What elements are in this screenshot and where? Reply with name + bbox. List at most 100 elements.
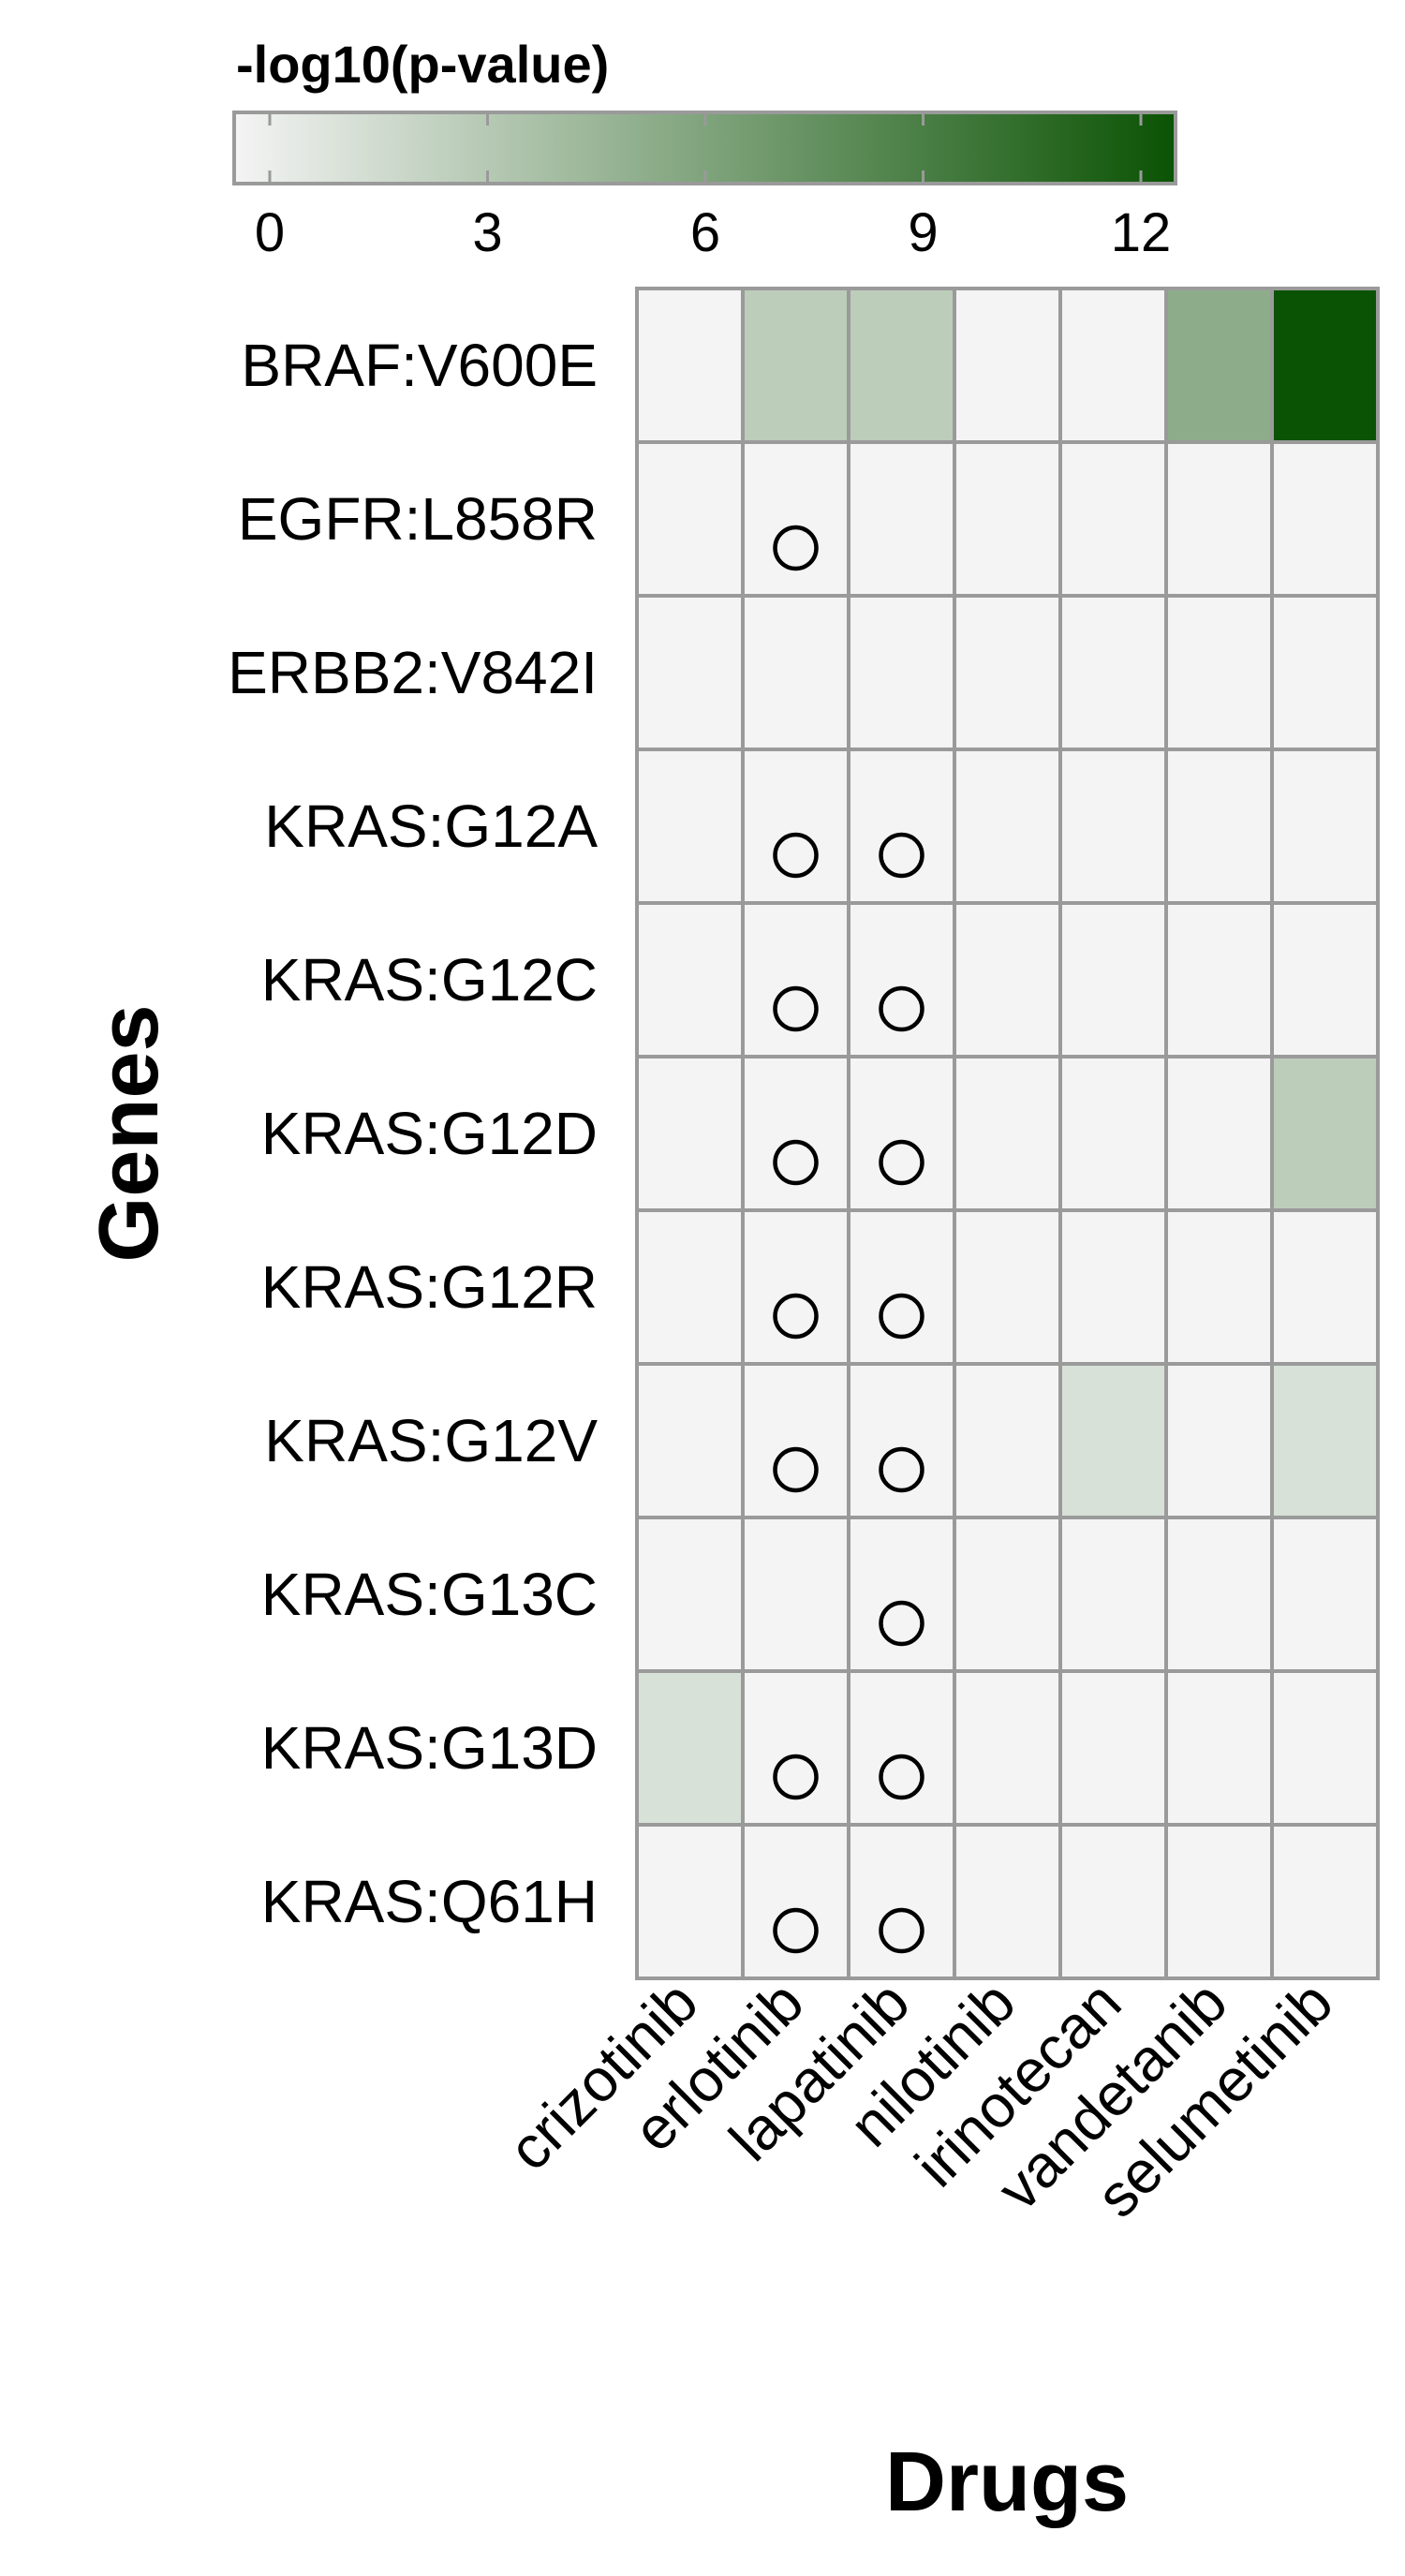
heatmap-cell [1164, 901, 1274, 1059]
y-axis-title: Genes [82, 1004, 176, 1262]
heatmap-cell [1270, 1362, 1380, 1519]
heatmap-cell [741, 1055, 850, 1212]
heatmap-cell [741, 287, 850, 444]
heatmap-cell [741, 901, 850, 1059]
heatmap-cell [1270, 1823, 1380, 1980]
heatmap-cell [847, 1516, 956, 1673]
gene-label: KRAS:G13D [261, 1714, 598, 1782]
legend-ticks: 0 3 6 9 12 [255, 114, 1171, 263]
heatmap-cell [741, 440, 850, 598]
gene-label: ERBB2:V842I [228, 639, 598, 706]
gene-label: KRAS:G12C [261, 946, 598, 1014]
significance-marker [773, 985, 819, 1032]
heatmap-cell [1058, 1362, 1168, 1519]
x-axis-title: Drugs [885, 2435, 1129, 2529]
heatmap-cell [1270, 1055, 1380, 1212]
heatmap-cell [1164, 1362, 1274, 1519]
heatmap-cell [741, 1823, 850, 1980]
significance-marker [879, 1293, 924, 1340]
significance-marker [773, 1754, 819, 1800]
heatmap-cells [635, 287, 1380, 1980]
significance-marker [773, 1907, 819, 1954]
heatmap-cell [635, 1055, 745, 1212]
gene-label: KRAS:G12A [264, 792, 598, 860]
significance-marker [773, 832, 819, 879]
heatmap-cell [1270, 1669, 1380, 1827]
heatmap-cell [953, 748, 1062, 905]
gene-label: EGFR:L858R [238, 485, 598, 553]
heatmap-cell [1058, 1669, 1168, 1827]
heatmap-cell [953, 1208, 1062, 1366]
legend-title: -log10(p-value) [236, 35, 609, 94]
legend-tick-label: 12 [1111, 202, 1172, 263]
heatmap-cell [741, 1362, 850, 1519]
heatmap-cell [1164, 1669, 1274, 1827]
heatmap-cell [847, 1208, 956, 1366]
heatmap-cell [953, 1362, 1062, 1519]
heatmap-cell [953, 1516, 1062, 1673]
heatmap-cell [1164, 440, 1274, 598]
heatmap-markers [773, 525, 924, 1954]
heatmap-cell [847, 748, 956, 905]
heatmap-cell [1058, 748, 1168, 905]
significance-marker [773, 1293, 819, 1340]
heatmap-cell [847, 1362, 956, 1519]
significance-marker [773, 525, 819, 571]
legend-tick-label: 6 [690, 202, 720, 263]
significance-marker [879, 1139, 924, 1186]
heatmap-cell [1058, 901, 1168, 1059]
legend-tick-label: 0 [255, 202, 285, 263]
heatmap-cell [847, 901, 956, 1059]
heatmap-cell [1270, 287, 1380, 444]
heatmap-cell [847, 1055, 956, 1212]
heatmap-cell [847, 1823, 956, 1980]
gene-label: KRAS:Q61H [261, 1868, 598, 1935]
heatmap-cell [1164, 748, 1274, 905]
legend-tick-label: 3 [472, 202, 502, 263]
heatmap-cell [847, 440, 956, 598]
heatmap-cell [635, 594, 745, 751]
heatmap-cell [635, 901, 745, 1059]
heatmap-cell [1058, 1823, 1168, 1980]
heatmap-cell [1164, 1055, 1274, 1212]
heatmap-cell [953, 287, 1062, 444]
heatmap-cell [847, 1669, 956, 1827]
heatmap-cell [1270, 594, 1380, 751]
significance-marker [773, 1139, 819, 1186]
significance-marker [879, 832, 924, 879]
significance-marker [879, 1754, 924, 1800]
heatmap-cell [1270, 748, 1380, 905]
legend-tick-label: 9 [908, 202, 938, 263]
heatmap-cell [1164, 594, 1274, 751]
heatmap-cell [1270, 901, 1380, 1059]
legend: -log10(p-value) 0 3 6 9 12 [232, 35, 1177, 263]
heatmap-cell [741, 1208, 850, 1366]
gene-label: KRAS:G13C [261, 1561, 598, 1628]
heatmap-cell [953, 1669, 1062, 1827]
heatmap-cell [1058, 594, 1168, 751]
gene-label: KRAS:G12V [264, 1407, 598, 1474]
heatmap-cell [635, 287, 745, 444]
heatmap-cell [741, 594, 850, 751]
heatmap-cell [635, 1823, 745, 1980]
heatmap-cell [741, 1516, 850, 1673]
heatmap-cell [1058, 440, 1168, 598]
heatmap-cell [741, 748, 850, 905]
heatmap-cell [635, 1669, 745, 1827]
heatmap-cell [1270, 440, 1380, 598]
heatmap-cell [1164, 1516, 1274, 1673]
heatmap-cell [1058, 1055, 1168, 1212]
significance-marker [879, 1446, 924, 1493]
gene-label: BRAF:V600E [241, 332, 598, 399]
heatmap-cell [1270, 1208, 1380, 1366]
drug-labels: crizotiniberlotiniblapatinibnilotinibiri… [495, 1968, 1345, 2230]
heatmap-cell [1270, 1516, 1380, 1673]
heatmap-cell [1164, 287, 1274, 444]
heatmap-cell [953, 1055, 1062, 1212]
heatmap-cell [635, 1516, 745, 1673]
heatmap-cell [1164, 1208, 1274, 1366]
significance-marker [879, 985, 924, 1032]
heatmap-cell [1058, 1516, 1168, 1673]
heatmap-cell [847, 594, 956, 751]
